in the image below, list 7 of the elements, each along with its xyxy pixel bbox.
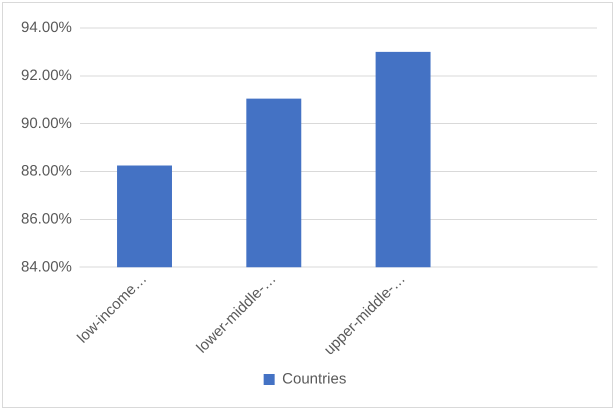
y-tick-label: 86.00% xyxy=(21,210,72,228)
y-tick-label: 92.00% xyxy=(21,66,72,84)
y-tick-label: 94.00% xyxy=(21,19,72,36)
y-tick-label: 90.00% xyxy=(21,114,72,132)
legend-label: Countries xyxy=(282,370,346,388)
y-tick-label: 88.00% xyxy=(21,162,72,180)
y-tick-label: 84.00% xyxy=(21,258,72,276)
